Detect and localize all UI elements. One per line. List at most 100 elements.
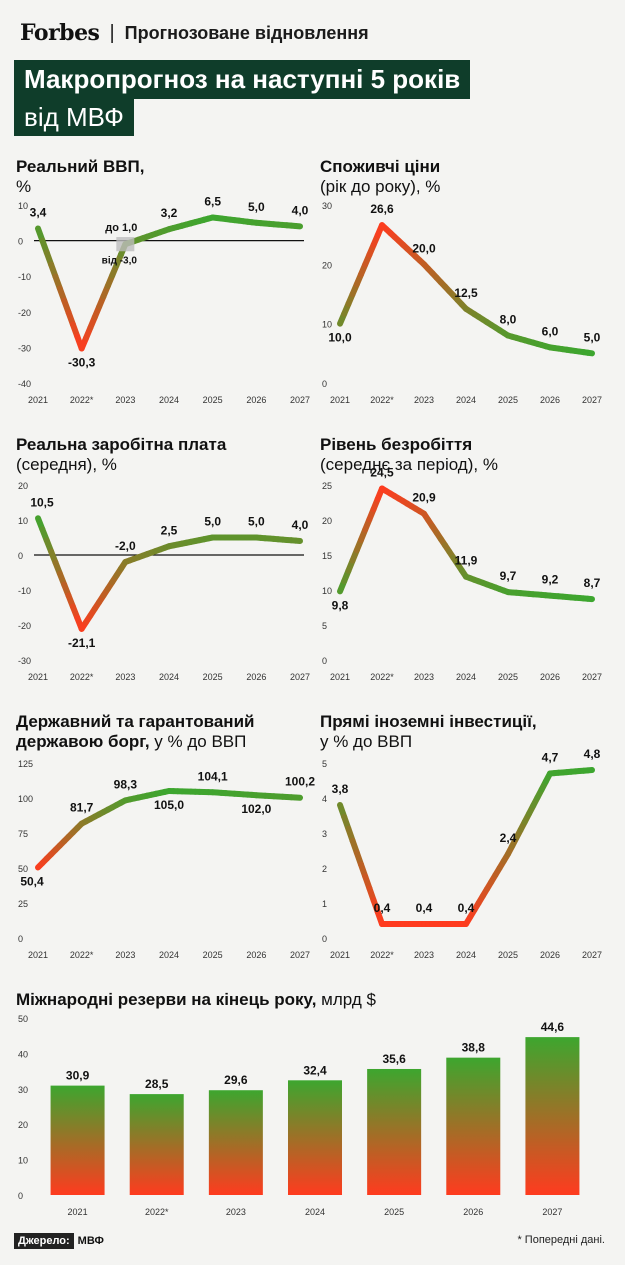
data-label: 4,0 bbox=[292, 203, 309, 217]
x-tick-label: 2023 bbox=[115, 395, 135, 405]
x-tick-label: 2023 bbox=[226, 1207, 246, 1217]
data-label: 3,2 bbox=[161, 206, 178, 220]
data-label: 6,0 bbox=[542, 324, 559, 338]
y-tick-label: 15 bbox=[322, 551, 332, 561]
chart-title: Державний та гарантований bbox=[16, 712, 254, 731]
data-label: 5,0 bbox=[204, 515, 221, 529]
data-label: 12,5 bbox=[454, 286, 478, 300]
x-tick-label: 2022* bbox=[70, 395, 94, 405]
x-tick-label: 2021 bbox=[28, 950, 48, 960]
x-tick-label: 2025 bbox=[498, 395, 518, 405]
chart-title: Міжнародні резерви на кінець року, млрд … bbox=[16, 990, 376, 1009]
data-label: 5,0 bbox=[248, 200, 265, 214]
y-tick-label: 10 bbox=[322, 586, 332, 596]
range-band bbox=[116, 237, 135, 252]
data-label: 4,0 bbox=[292, 518, 309, 532]
x-tick-label: 2024 bbox=[456, 395, 476, 405]
x-tick-label: 2027 bbox=[582, 395, 602, 405]
x-tick-label: 2027 bbox=[582, 672, 602, 682]
x-tick-label: 2024 bbox=[159, 395, 179, 405]
y-tick-label: -20 bbox=[18, 621, 31, 631]
x-tick-label: 2025 bbox=[384, 1207, 404, 1217]
chart-title: Рівень безробіття bbox=[320, 435, 472, 454]
data-label: 20,0 bbox=[412, 241, 436, 255]
y-tick-label: -30 bbox=[18, 343, 31, 353]
data-label: 35,6 bbox=[382, 1052, 406, 1066]
x-tick-label: 2021 bbox=[330, 672, 350, 682]
chart-subtitle: (середня), % bbox=[16, 455, 117, 474]
y-tick-label: 0 bbox=[18, 1191, 23, 1201]
y-tick-label: 25 bbox=[322, 481, 332, 491]
x-tick-label: 2027 bbox=[290, 395, 310, 405]
bar bbox=[50, 1085, 105, 1195]
y-tick-label: 0 bbox=[18, 551, 23, 561]
x-tick-label: 2024 bbox=[305, 1207, 325, 1217]
x-tick-label: 2022* bbox=[370, 950, 394, 960]
x-tick-label: 2021 bbox=[28, 672, 48, 682]
y-tick-label: 25 bbox=[18, 899, 28, 909]
x-tick-label: 2024 bbox=[159, 672, 179, 682]
data-label: 2,4 bbox=[500, 831, 517, 845]
data-label: 0,4 bbox=[416, 901, 433, 915]
data-label: 105,0 bbox=[154, 798, 184, 812]
data-label: -2,0 bbox=[115, 539, 136, 553]
data-label: 50,4 bbox=[20, 874, 44, 888]
header: Forbes | Прогнозоване відновлення bbox=[20, 18, 369, 48]
data-label: 9,7 bbox=[500, 569, 517, 583]
y-tick-label: 20 bbox=[322, 260, 332, 270]
data-label: 32,4 bbox=[303, 1063, 327, 1077]
x-tick-label: 2023 bbox=[115, 950, 135, 960]
title-line-1: Макропрогноз на наступні 5 років bbox=[14, 60, 471, 99]
x-tick-label: 2022* bbox=[370, 672, 394, 682]
data-label: 11,9 bbox=[455, 554, 478, 568]
y-tick-label: 20 bbox=[18, 1120, 28, 1130]
data-label: 81,7 bbox=[70, 801, 94, 815]
y-tick-label: -30 bbox=[18, 656, 31, 666]
x-tick-label: 2021 bbox=[330, 950, 350, 960]
y-tick-label: 4 bbox=[322, 794, 327, 804]
x-tick-label: 2024 bbox=[456, 950, 476, 960]
data-label: 0,4 bbox=[374, 901, 391, 915]
x-tick-label: 2023 bbox=[414, 950, 434, 960]
data-label: 24,5 bbox=[370, 466, 394, 480]
x-tick-label: 2022* bbox=[70, 950, 94, 960]
y-tick-label: 40 bbox=[18, 1049, 28, 1059]
x-tick-label: 2026 bbox=[540, 950, 560, 960]
y-tick-label: 100 bbox=[18, 794, 33, 804]
data-label: 44,6 bbox=[541, 1020, 565, 1034]
bar bbox=[525, 1037, 580, 1195]
data-label: 104,1 bbox=[198, 769, 228, 783]
data-label: 28,5 bbox=[145, 1077, 169, 1091]
x-tick-label: 2025 bbox=[203, 950, 223, 960]
data-label: 9,8 bbox=[332, 598, 349, 612]
x-tick-label: 2022* bbox=[370, 395, 394, 405]
data-label: 2,5 bbox=[161, 523, 178, 537]
data-label: 3,8 bbox=[332, 782, 349, 796]
range-label-from: від -3,0 bbox=[102, 255, 138, 266]
x-tick-label: 2021 bbox=[68, 1207, 88, 1217]
header-separator: | bbox=[109, 21, 115, 44]
data-label: 38,8 bbox=[462, 1041, 486, 1055]
x-tick-label: 2021 bbox=[28, 395, 48, 405]
data-label: -30,3 bbox=[68, 355, 96, 369]
data-label: 4,7 bbox=[542, 751, 559, 765]
y-tick-label: 0 bbox=[322, 379, 327, 389]
y-tick-label: 75 bbox=[18, 829, 28, 839]
chart-subtitle: % bbox=[16, 177, 31, 196]
chart-subtitle: у % до ВВП bbox=[320, 732, 412, 751]
y-tick-label: 30 bbox=[322, 201, 332, 211]
x-tick-label: 2026 bbox=[540, 395, 560, 405]
x-tick-label: 2027 bbox=[290, 950, 310, 960]
x-tick-label: 2027 bbox=[290, 672, 310, 682]
source-label: Джерело: bbox=[14, 1233, 74, 1249]
x-tick-label: 2025 bbox=[498, 950, 518, 960]
title-line-2: від МВФ bbox=[14, 99, 134, 136]
data-label: 98,3 bbox=[114, 777, 138, 791]
x-tick-label: 2023 bbox=[414, 395, 434, 405]
data-label: 6,5 bbox=[204, 194, 221, 208]
forbes-logo: Forbes bbox=[20, 20, 100, 46]
data-label: 5,0 bbox=[248, 515, 265, 529]
x-tick-label: 2023 bbox=[414, 672, 434, 682]
y-tick-label: 125 bbox=[18, 759, 33, 769]
data-label: 8,0 bbox=[500, 313, 517, 327]
